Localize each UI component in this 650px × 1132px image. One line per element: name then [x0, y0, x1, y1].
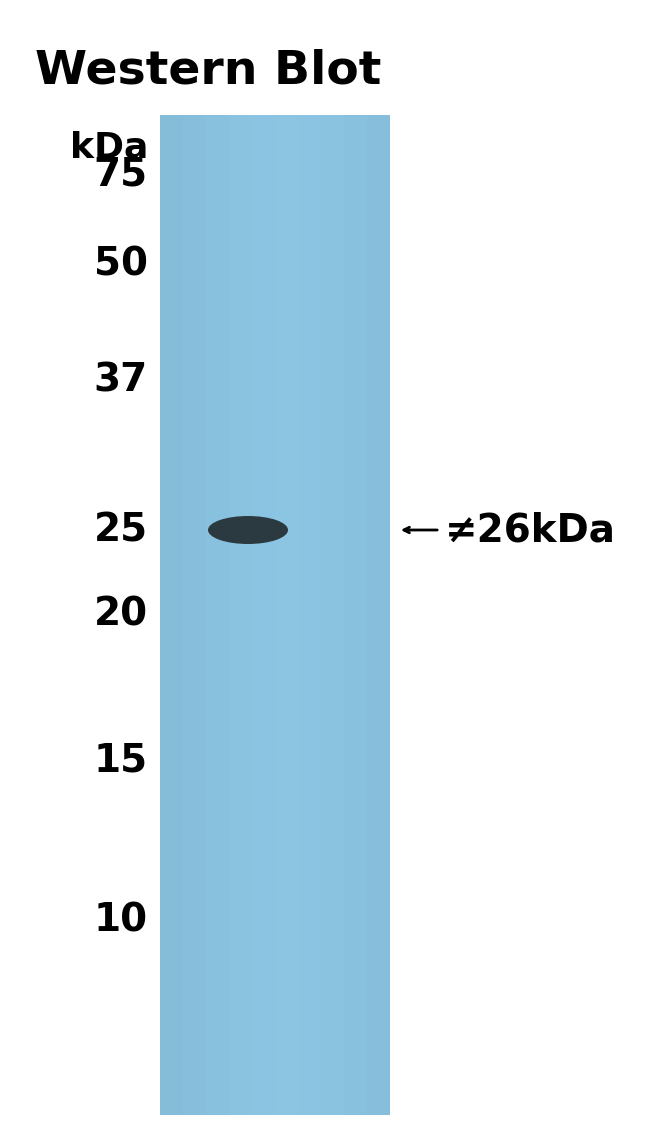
- Text: 20: 20: [94, 597, 148, 634]
- Text: 75: 75: [94, 156, 148, 194]
- Text: kDa: kDa: [70, 130, 148, 164]
- Text: 15: 15: [94, 741, 148, 779]
- Text: 50: 50: [94, 246, 148, 284]
- Text: Western Blot: Western Blot: [35, 48, 382, 93]
- Text: 37: 37: [94, 361, 148, 398]
- Ellipse shape: [208, 516, 288, 544]
- Text: 10: 10: [94, 901, 148, 940]
- Text: 25: 25: [94, 511, 148, 549]
- Text: ≠26kDa: ≠26kDa: [445, 511, 616, 549]
